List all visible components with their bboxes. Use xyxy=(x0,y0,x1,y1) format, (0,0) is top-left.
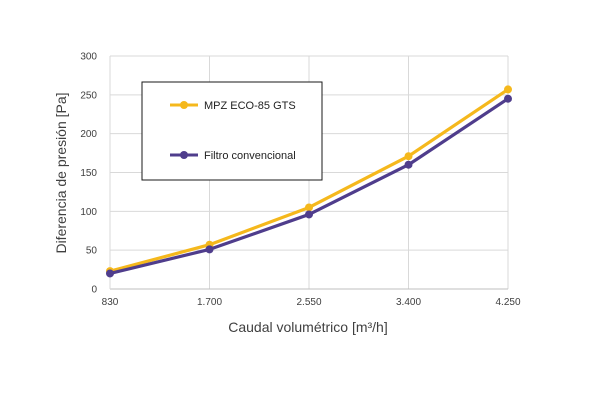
data-point xyxy=(305,203,313,212)
axes xyxy=(109,56,508,290)
legend-label-mpz: MPZ ECO-85 GTS xyxy=(204,100,296,112)
series-group xyxy=(106,85,512,278)
y-tick-label: 250 xyxy=(80,90,97,101)
y-tick-label: 150 xyxy=(80,168,97,179)
data-point xyxy=(504,94,512,103)
legend-box xyxy=(141,81,323,181)
x-tick-label: 1.700 xyxy=(197,297,222,308)
legend-marker-mpz xyxy=(180,101,188,109)
y-tick-label: 50 xyxy=(86,246,98,257)
y-tick-label: 0 xyxy=(91,285,97,296)
x-tick-labels: 830 1.700 2.550 3.400 4.250 xyxy=(102,297,521,308)
y-tick-labels: 0 50 100 150 200 250 300 xyxy=(80,52,97,296)
y-axis-title: Diferencia de presión [Pa] xyxy=(53,92,69,253)
legend-marker-conventional xyxy=(180,151,188,159)
data-point xyxy=(404,160,413,169)
x-tick-label: 830 xyxy=(102,297,119,308)
y-tick-label: 300 xyxy=(80,52,97,63)
legend: MPZ ECO-85 GTS Filtro convencional xyxy=(141,81,323,181)
data-point xyxy=(504,85,512,94)
y-tick-label: 100 xyxy=(80,207,97,218)
y-tick-label: 200 xyxy=(80,129,97,140)
x-tick-label: 2.550 xyxy=(296,297,321,308)
data-point xyxy=(404,152,413,161)
data-point xyxy=(106,269,114,278)
data-point xyxy=(205,245,214,254)
x-tick-label: 3.400 xyxy=(396,297,421,308)
legend-label-conventional: Filtro convencional xyxy=(204,150,296,162)
data-point xyxy=(305,210,313,219)
x-axis-title: Caudal volumétrico [m³/h] xyxy=(228,319,388,335)
x-tick-label: 4.250 xyxy=(495,297,520,308)
